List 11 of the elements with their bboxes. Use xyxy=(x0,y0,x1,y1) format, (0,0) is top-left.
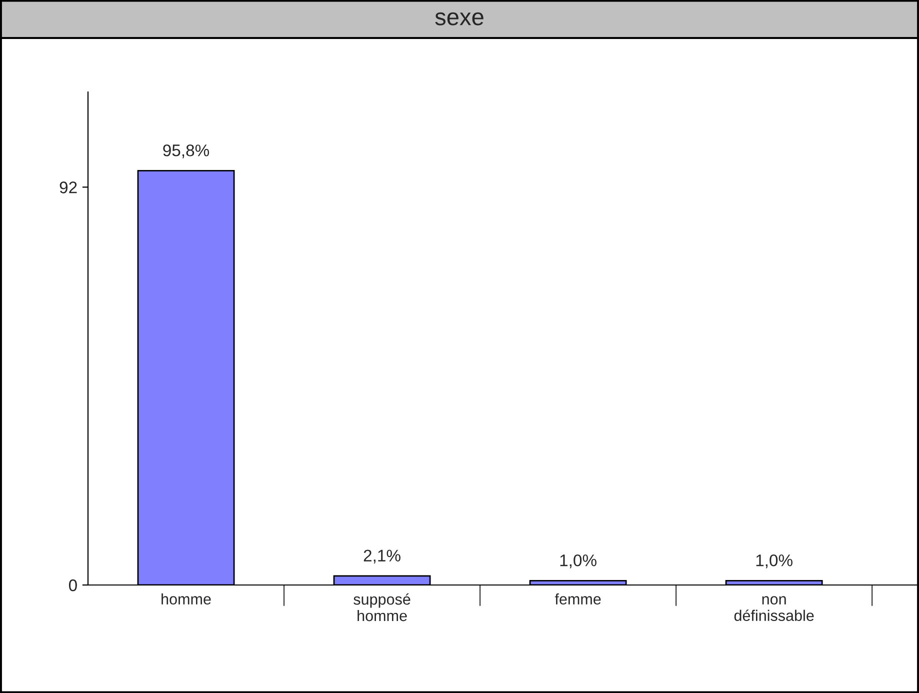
y-tick-label: 0 xyxy=(68,579,77,592)
data-label: 1,0% xyxy=(560,554,596,568)
chart-title: sexe xyxy=(435,12,484,26)
x-tick-label: homme xyxy=(162,593,211,605)
data-label: 1,0% xyxy=(756,554,792,568)
x-tick-label: femme xyxy=(554,593,601,605)
x-tick-label: non définissable xyxy=(734,596,814,622)
data-label: 95,8% xyxy=(163,144,210,158)
x-tick-label: supposé homme xyxy=(354,593,410,622)
y-tick-label: 92 xyxy=(60,182,77,194)
data-label: 2,1% xyxy=(364,550,400,564)
